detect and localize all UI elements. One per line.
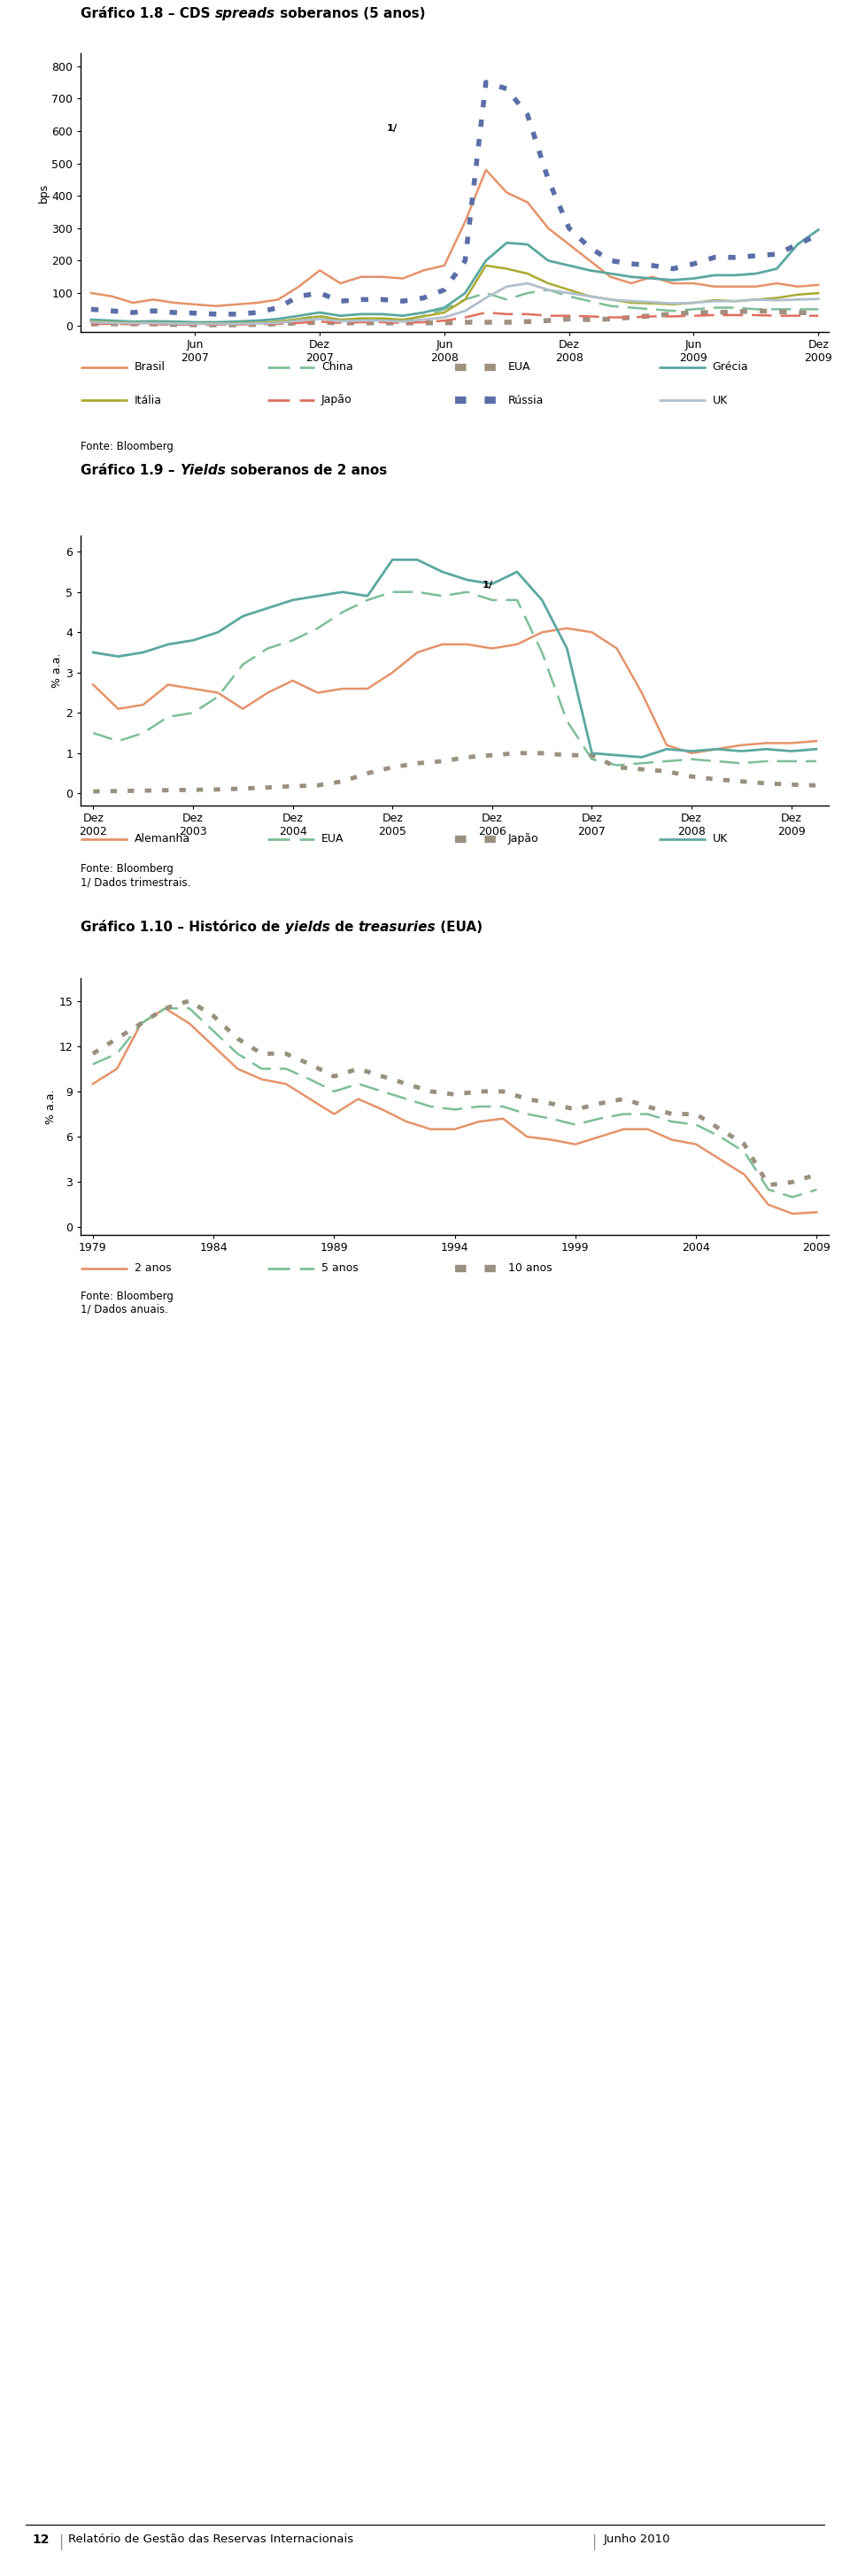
- Text: 2 anos: 2 anos: [134, 1262, 171, 1275]
- Text: UK: UK: [712, 394, 728, 407]
- Text: Rússia: Rússia: [508, 394, 544, 407]
- Y-axis label: % a.a.: % a.a.: [45, 1090, 56, 1123]
- Text: Gráfico 1.10 – Histórico de: Gráfico 1.10 – Histórico de: [81, 920, 285, 935]
- Text: Fonte: Bloomberg: Fonte: Bloomberg: [81, 863, 173, 876]
- Text: yields: yields: [285, 920, 330, 935]
- Text: │: │: [591, 2535, 599, 2550]
- Text: UK: UK: [712, 835, 728, 845]
- Text: soberanos (5 anos): soberanos (5 anos): [275, 8, 426, 21]
- Text: (EUA): (EUA): [435, 920, 483, 935]
- Text: Yields: Yields: [179, 464, 225, 477]
- Text: 1/: 1/: [387, 124, 398, 134]
- Y-axis label: % a.a.: % a.a.: [52, 654, 63, 688]
- Text: 12: 12: [32, 2535, 49, 2545]
- Text: EUA: EUA: [508, 361, 531, 374]
- Text: Gráfico 1.8 – CDS: Gráfico 1.8 – CDS: [81, 8, 215, 21]
- Text: China: China: [321, 361, 353, 374]
- Text: │: │: [58, 2535, 66, 2550]
- Text: treasuries: treasuries: [358, 920, 435, 935]
- Text: 1/ Dados trimestrais.: 1/ Dados trimestrais.: [81, 876, 191, 889]
- Text: 1/: 1/: [483, 580, 493, 590]
- Text: Japão: Japão: [321, 394, 352, 407]
- Text: Alemanha: Alemanha: [134, 835, 190, 845]
- Text: Junho 2010: Junho 2010: [603, 2535, 671, 2545]
- Text: Brasil: Brasil: [134, 361, 165, 374]
- Text: Itália: Itália: [134, 394, 162, 407]
- Text: Grécia: Grécia: [712, 361, 748, 374]
- Text: soberanos de 2 anos: soberanos de 2 anos: [225, 464, 387, 477]
- Text: spreads: spreads: [215, 8, 275, 21]
- Text: Gráfico 1.9 –: Gráfico 1.9 –: [81, 464, 179, 477]
- Text: EUA: EUA: [321, 835, 344, 845]
- Text: 1/ Dados anuais.: 1/ Dados anuais.: [81, 1303, 168, 1316]
- Text: 10 anos: 10 anos: [508, 1262, 552, 1275]
- Y-axis label: bps: bps: [37, 183, 49, 204]
- Text: Relatório de Gestão das Reservas Internacionais: Relatório de Gestão das Reservas Interna…: [68, 2535, 354, 2545]
- Text: Japão: Japão: [508, 835, 539, 845]
- Text: Fonte: Bloomberg: Fonte: Bloomberg: [81, 1291, 173, 1301]
- Text: Fonte: Bloomberg: Fonte: Bloomberg: [81, 440, 173, 453]
- Text: de: de: [330, 920, 358, 935]
- Text: 5 anos: 5 anos: [321, 1262, 358, 1275]
